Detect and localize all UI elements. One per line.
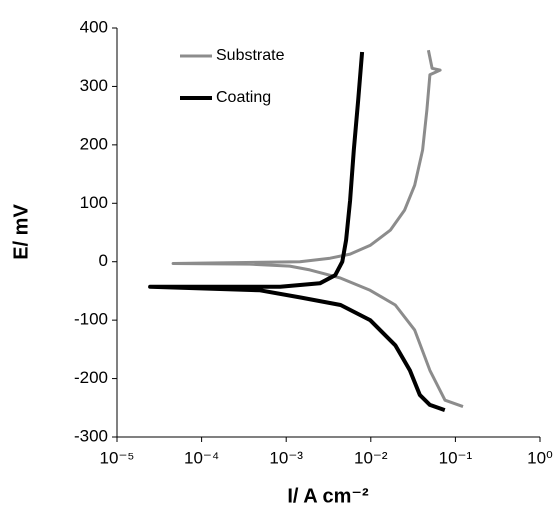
y-tick-label: 400 (80, 17, 108, 36)
y-tick-label: -200 (74, 368, 108, 387)
x-tick-label: 10⁻³ (269, 448, 303, 467)
y-tick-label: 0 (99, 251, 108, 270)
legend-label: Coating (216, 89, 271, 106)
y-axis-title: E/ mV (10, 204, 32, 260)
series-line (148, 51, 446, 412)
x-tick-label: 10⁻² (354, 448, 388, 467)
x-tick-label: 10⁻⁵ (100, 448, 135, 467)
y-tick-label: 200 (80, 134, 108, 153)
x-tick-label: 10⁻¹ (439, 448, 473, 467)
y-tick-label: 300 (80, 76, 108, 95)
x-axis-title: I/ A cm⁻² (287, 485, 369, 507)
y-tick-label: 100 (80, 193, 108, 212)
x-tick-label: 10⁻⁴ (184, 448, 219, 467)
x-tick-label: 10⁰ (527, 448, 553, 467)
y-tick-label: -100 (74, 310, 108, 329)
legend-label: Substrate (216, 47, 285, 64)
y-tick-label: -300 (74, 426, 108, 445)
series-line (171, 49, 464, 409)
